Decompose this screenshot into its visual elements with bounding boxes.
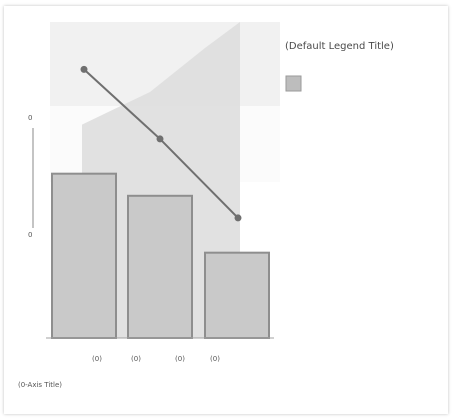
area-series[interactable]	[82, 22, 240, 338]
line-point[interactable]	[156, 135, 164, 143]
legend-title: (Default Legend Title)	[285, 41, 394, 52]
x-tick-label: (0)	[210, 355, 220, 363]
bar[interactable]	[127, 194, 193, 339]
legend-swatch[interactable]	[285, 75, 302, 92]
x-axis-title: (0-Axis Title)	[18, 381, 62, 389]
bar[interactable]	[51, 172, 117, 339]
plot-area	[32, 22, 280, 339]
y-tick-label: 0	[28, 231, 32, 239]
line-point[interactable]	[80, 65, 88, 73]
x-tick-label: (0)	[92, 355, 102, 363]
line-point[interactable]	[234, 214, 242, 222]
y-tick-label: 0	[28, 114, 32, 122]
x-tick-label: (0)	[175, 355, 185, 363]
bar[interactable]	[204, 251, 270, 339]
x-tick-label: (0)	[131, 355, 141, 363]
